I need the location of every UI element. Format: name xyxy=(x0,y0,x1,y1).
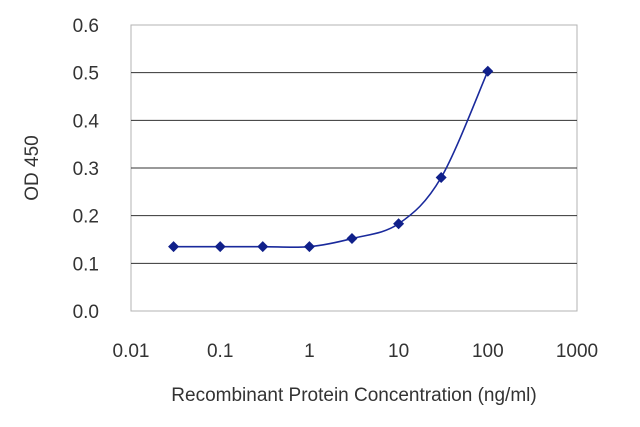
y-tick-labels: 0.0 0.1 0.2 0.3 0.4 0.5 0.6 xyxy=(73,16,100,323)
y-tick-label: 0.4 xyxy=(73,111,100,132)
x-tick-labels: 0.01 0.1 1 10 100 1000 xyxy=(113,341,599,362)
gridlines xyxy=(131,72,577,264)
x-tick-label: 1 xyxy=(304,341,315,362)
data-point xyxy=(168,241,180,253)
y-tick-label: 0.1 xyxy=(73,254,99,275)
x-tick-label: 100 xyxy=(472,341,504,362)
x-tick-label: 0.01 xyxy=(113,341,150,362)
x-tick-label: 10 xyxy=(388,341,409,362)
y-tick-label: 0.0 xyxy=(73,302,99,323)
y-tick-label: 0.3 xyxy=(73,159,99,180)
y-tick-label: 0.2 xyxy=(73,207,99,228)
data-point xyxy=(393,218,405,230)
data-point xyxy=(435,172,447,184)
x-axis-title: Recombinant Protein Concentration (ng/ml… xyxy=(171,385,536,406)
data-point xyxy=(214,241,226,253)
y-tick-label: 0.6 xyxy=(73,16,99,37)
data-point xyxy=(257,241,269,253)
y-tick-label: 0.5 xyxy=(73,64,99,85)
series xyxy=(168,65,494,253)
data-point xyxy=(303,241,315,253)
data-point xyxy=(346,233,358,245)
x-tick-label: 0.1 xyxy=(207,341,233,362)
y-axis-title: OD 450 xyxy=(22,135,43,200)
x-tick-label: 1000 xyxy=(556,341,598,362)
data-point xyxy=(482,65,494,77)
